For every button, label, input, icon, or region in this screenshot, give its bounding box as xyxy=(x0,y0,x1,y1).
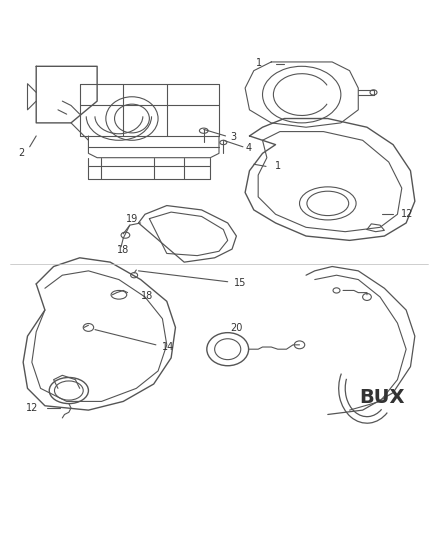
Text: 18: 18 xyxy=(117,245,129,255)
Text: 15: 15 xyxy=(234,278,247,288)
Text: 12: 12 xyxy=(401,209,413,219)
Text: 3: 3 xyxy=(230,132,236,142)
Text: 14: 14 xyxy=(162,342,175,352)
Text: 2: 2 xyxy=(18,148,24,158)
Text: 19: 19 xyxy=(126,214,138,224)
Text: 1: 1 xyxy=(275,161,281,172)
Text: 1: 1 xyxy=(256,58,262,68)
Text: 18: 18 xyxy=(141,290,153,301)
Text: BUX: BUX xyxy=(360,387,405,407)
Text: 20: 20 xyxy=(230,324,243,333)
Text: 12: 12 xyxy=(26,403,39,413)
Text: 4: 4 xyxy=(246,143,252,152)
